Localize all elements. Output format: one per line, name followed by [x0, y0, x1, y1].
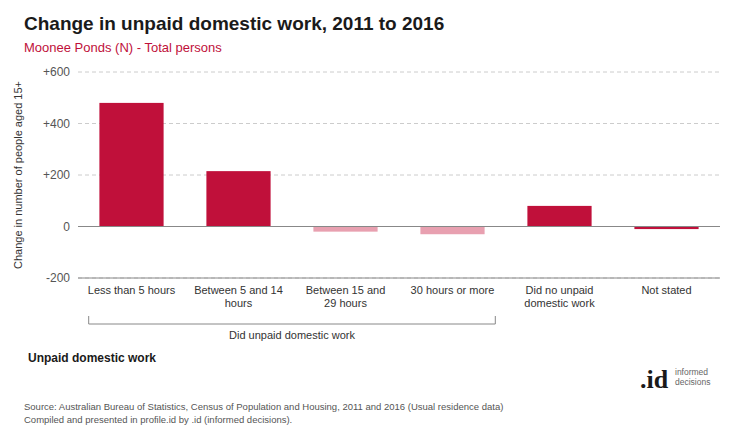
source: Source: Australian Bureau of Statistics,…	[24, 401, 503, 425]
subtitle: Moonee Ponds (N) - Total persons	[24, 40, 222, 55]
y-tick-label: -200	[46, 271, 70, 285]
chart-container: Change in unpaid domestic work, 2011 to …	[0, 0, 740, 440]
x-tick-label: Did no unpaiddomestic work	[524, 284, 595, 309]
background	[0, 0, 740, 440]
grid	[78, 72, 720, 278]
text-line: Between 5 and 14	[194, 284, 283, 296]
x-tick-label: 30 hours or more	[411, 284, 495, 296]
group-bracket	[89, 316, 496, 324]
text-line: domestic work	[524, 297, 595, 309]
grid-line	[78, 226, 720, 227]
text-line: Compiled and presented in profile.id by …	[24, 414, 292, 425]
grid-line	[78, 175, 720, 176]
logo-text: informeddecisions	[675, 367, 710, 387]
text-line: Did no unpaid	[526, 284, 594, 296]
text-line: Source: Australian Bureau of Statistics,…	[24, 401, 503, 412]
grid-line	[78, 278, 720, 279]
x-axis-label: Unpaid domestic work	[28, 351, 156, 365]
text-line: Not stated	[641, 284, 691, 296]
bracket-line	[89, 324, 496, 325]
x-tick-label: Between 15 and29 hours	[306, 284, 386, 309]
text-line: Less than 5 hours	[88, 284, 176, 296]
text-line: decisions	[675, 377, 710, 387]
bar	[313, 227, 377, 232]
text-line: 30 hours or more	[411, 284, 495, 296]
y-tick-labels: -200 0 +200 +400 +600	[43, 65, 70, 285]
group-label: Did unpaid domestic work	[229, 329, 355, 341]
zero-line	[78, 226, 720, 227]
logo: .id	[640, 365, 669, 394]
x-tick-labels: Less than 5 hoursBetween 5 and 14hoursBe…	[88, 284, 692, 309]
bar	[527, 206, 591, 227]
text-line: Between 15 and	[306, 284, 386, 296]
text-line: 29 hours	[324, 297, 367, 309]
bar	[99, 103, 163, 227]
bar	[206, 171, 270, 226]
chart: Change in unpaid domestic work, 2011 to …	[0, 0, 740, 440]
bars	[99, 103, 698, 234]
bracket-end	[88, 316, 89, 324]
grid-line	[78, 123, 720, 124]
y-tick-label: +200	[43, 168, 70, 182]
x-tick-label: Not stated	[641, 284, 691, 296]
bracket-end	[495, 316, 496, 324]
y-axis-label: Change in number of people aged 15+	[12, 81, 24, 269]
text-line: hours	[225, 297, 253, 309]
grid-line	[78, 72, 720, 73]
y-tick-label: +400	[43, 117, 70, 131]
x-tick-label: Between 5 and 14hours	[194, 284, 283, 309]
x-tick-label: Less than 5 hours	[88, 284, 176, 296]
y-tick-label: 0	[63, 220, 70, 234]
text-line: informed	[675, 367, 708, 377]
title: Change in unpaid domestic work, 2011 to …	[24, 13, 444, 34]
bar	[420, 227, 484, 235]
y-tick-label: +600	[43, 65, 70, 79]
x-axis-line	[78, 278, 720, 279]
